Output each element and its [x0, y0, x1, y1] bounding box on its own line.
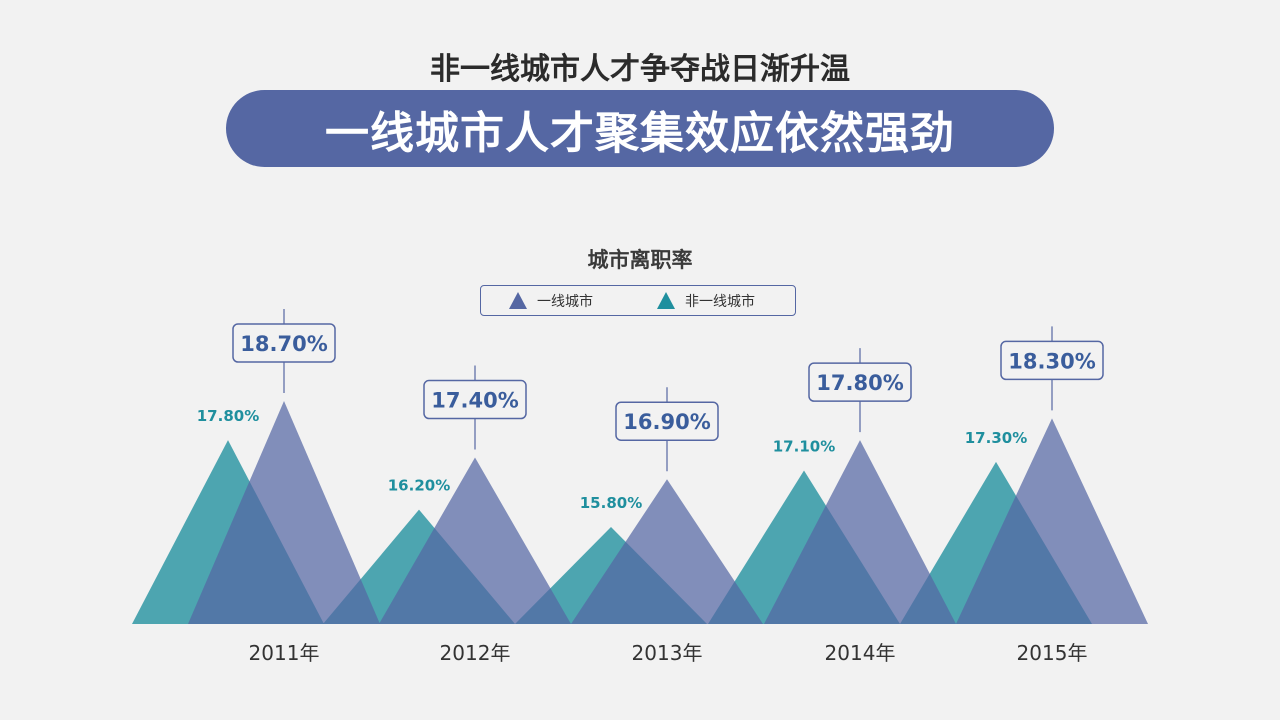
value-label-tier1-5: 18.30%: [1008, 349, 1095, 373]
value-box-tier1-1: [232, 323, 336, 363]
x-tick-label-4: 2014年: [825, 641, 896, 665]
chart-legend: 一线城市 非一线城市: [480, 285, 796, 316]
value-box-tier1-4: [808, 362, 912, 402]
x-tick-label-2: 2012年: [440, 641, 511, 665]
peak-tier1-3: [571, 479, 763, 624]
value-box-tier1-2: [423, 379, 527, 420]
peak-tier1-4: [764, 440, 956, 624]
peak-tier1-2: [379, 457, 571, 624]
value-label-tier1-4: 17.80%: [816, 371, 903, 395]
value-label-nontier1-1: 17.80%: [197, 407, 259, 425]
value-box-tier1-3: [615, 401, 719, 441]
triangle-icon: [657, 292, 675, 309]
page-subtitle: 非一线城市人才争夺战日渐升温: [430, 52, 850, 87]
x-tick-label-1: 2011年: [249, 641, 320, 665]
legend-label-nontier1: 非一线城市: [685, 293, 755, 310]
chart-title: 城市离职率: [587, 248, 693, 272]
legend-item-nontier1: 非一线城市: [657, 286, 755, 315]
value-label-nontier1-4: 17.10%: [773, 438, 835, 456]
page-title: 一线城市人才聚集效应依然强劲: [325, 107, 955, 159]
legend-label-tier1: 一线城市: [537, 293, 593, 310]
value-label-tier1-1: 18.70%: [240, 332, 327, 356]
value-label-nontier1-5: 17.30%: [965, 429, 1027, 447]
peak-tier1-1: [188, 401, 380, 624]
value-label-nontier1-2: 16.20%: [388, 477, 450, 495]
value-box-tier1-5: [1000, 340, 1104, 381]
value-label-tier1-2: 17.40%: [431, 389, 518, 413]
triangle-icon: [509, 292, 527, 309]
x-tick-label-5: 2015年: [1017, 641, 1088, 665]
peak-tier1-5: [956, 418, 1148, 624]
page-title-banner: 一线城市人才聚集效应依然强劲: [226, 90, 1054, 167]
x-tick-label-3: 2013年: [632, 641, 703, 665]
legend-item-tier1: 一线城市: [509, 286, 593, 315]
value-label-tier1-3: 16.90%: [623, 410, 710, 434]
value-label-nontier1-3: 15.80%: [580, 494, 642, 512]
